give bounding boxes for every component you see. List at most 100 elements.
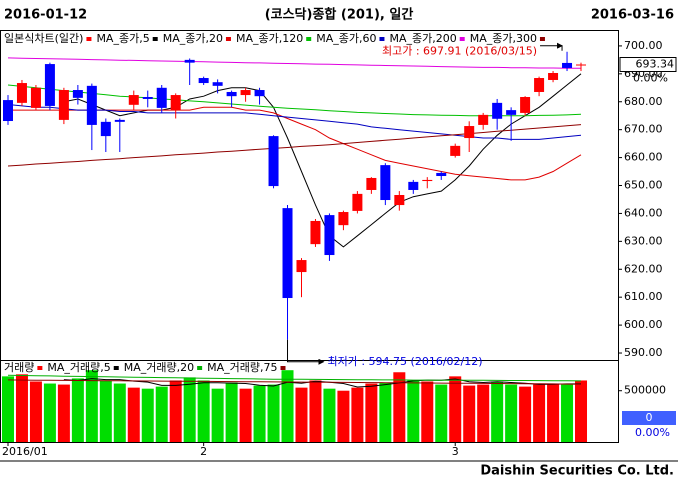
volume-panel xyxy=(0,360,619,443)
volume-bar xyxy=(113,383,126,442)
candle-body xyxy=(240,90,251,96)
volume-bar xyxy=(239,388,252,442)
candle-body xyxy=(422,179,433,182)
candle-body xyxy=(366,177,377,190)
x-tick-label: 2 xyxy=(200,445,207,458)
legend-marker xyxy=(113,366,119,370)
candle-body xyxy=(506,110,517,115)
chart-title: (코스닥)종합 (201), 일간 xyxy=(265,7,414,23)
volume-bar xyxy=(505,384,518,442)
candle-body xyxy=(184,59,195,63)
legend-label: MA_종가,200 xyxy=(389,32,456,45)
candle-body xyxy=(254,90,265,97)
y-tick-label: 620.00 xyxy=(624,262,663,275)
y-tick-label: 590.00 xyxy=(624,346,663,359)
legend-marker xyxy=(37,366,43,370)
volume-bar xyxy=(267,384,280,442)
volume-bar xyxy=(309,380,322,442)
volume-bar xyxy=(71,378,84,442)
ma-line xyxy=(7,104,582,140)
candle-body xyxy=(548,72,559,80)
legend-label: 거래량 xyxy=(4,361,34,374)
legend-label: MA_종가,120 xyxy=(236,32,303,45)
low-leader xyxy=(287,339,325,365)
legend-label: MA_종가,300 xyxy=(470,32,537,45)
volume-bar xyxy=(169,380,182,442)
volume-bar xyxy=(85,370,98,442)
volume-bar xyxy=(211,388,224,442)
volume-bar xyxy=(561,384,574,442)
y-tick-label: 680.00 xyxy=(624,95,663,108)
volume-bar xyxy=(155,386,168,442)
ma-line xyxy=(63,73,582,248)
volume-bar xyxy=(379,382,392,442)
legend-marker xyxy=(280,366,286,370)
volume-bar xyxy=(463,385,476,442)
volume-bar xyxy=(99,380,112,442)
last-price-box xyxy=(619,57,677,73)
candle-body xyxy=(576,64,587,66)
candle-body xyxy=(562,62,573,68)
start-date: 2016-01-12 xyxy=(4,8,87,23)
volume-change: 0.00% xyxy=(635,426,670,439)
y-tick-label: 630.00 xyxy=(624,234,663,247)
x-tick-label: 3 xyxy=(452,445,459,458)
candle-body xyxy=(86,85,97,125)
candle-body xyxy=(114,119,125,122)
x-tick-label: 2016/01 xyxy=(2,445,48,458)
y-tick-label: 670.00 xyxy=(624,123,663,136)
candle-body xyxy=(338,212,349,226)
y-tick-label: 610.00 xyxy=(624,290,663,303)
candle-body xyxy=(520,97,531,113)
candle-body xyxy=(268,136,279,187)
candle-body xyxy=(282,208,293,299)
candle-body xyxy=(142,97,153,99)
volume-bar xyxy=(365,383,378,442)
volume-bar xyxy=(197,380,210,442)
y-tick-label: 650.00 xyxy=(624,179,663,192)
candle-body xyxy=(310,220,321,245)
legend-marker xyxy=(539,37,545,41)
volume-bar xyxy=(351,387,364,442)
volume-bar xyxy=(43,383,56,442)
volume-bar xyxy=(323,388,336,442)
volume-bar xyxy=(15,374,28,442)
legend-label: 일본식차트(일간) xyxy=(4,31,83,45)
legend-marker xyxy=(197,366,203,370)
legend-marker xyxy=(86,37,92,41)
volume-bar xyxy=(127,387,140,442)
volume-bar xyxy=(29,381,42,442)
volume-bar xyxy=(281,370,294,442)
candle-body xyxy=(450,145,461,156)
candle-body xyxy=(408,181,419,190)
ma-line xyxy=(7,379,582,385)
ma-line xyxy=(7,57,581,69)
last-volume: 0 xyxy=(646,411,653,424)
volume-bar xyxy=(519,386,532,442)
y-tick-label: 700.00 xyxy=(624,39,663,52)
volume-bar xyxy=(253,385,266,442)
candle-body xyxy=(58,90,69,120)
candle-body xyxy=(464,126,475,139)
end-date: 2016-03-16 xyxy=(591,8,674,23)
high-annotation: 최고가 : 697.91 (2016/03/15) xyxy=(382,45,537,58)
legend-label: MA_종가,20 xyxy=(163,32,223,45)
volume-bar xyxy=(547,383,560,442)
candle-body xyxy=(16,83,27,103)
volume-bar xyxy=(337,390,350,442)
footer: Daishin Securities Co. Ltd. xyxy=(480,464,674,479)
volume-bar xyxy=(533,384,546,442)
candle-body xyxy=(198,78,209,84)
volume-bar xyxy=(393,372,406,442)
change-label: 0.00% xyxy=(633,72,668,85)
candle-body xyxy=(478,114,489,125)
volume-bar xyxy=(491,381,504,442)
volume-bar xyxy=(295,387,308,442)
candle-body xyxy=(534,78,545,92)
volume-bar xyxy=(477,384,490,442)
candle-body xyxy=(212,82,223,86)
candle-body xyxy=(128,95,139,105)
y-tick-label: 640.00 xyxy=(624,206,663,219)
y-tick-label: 660.00 xyxy=(624,151,663,164)
